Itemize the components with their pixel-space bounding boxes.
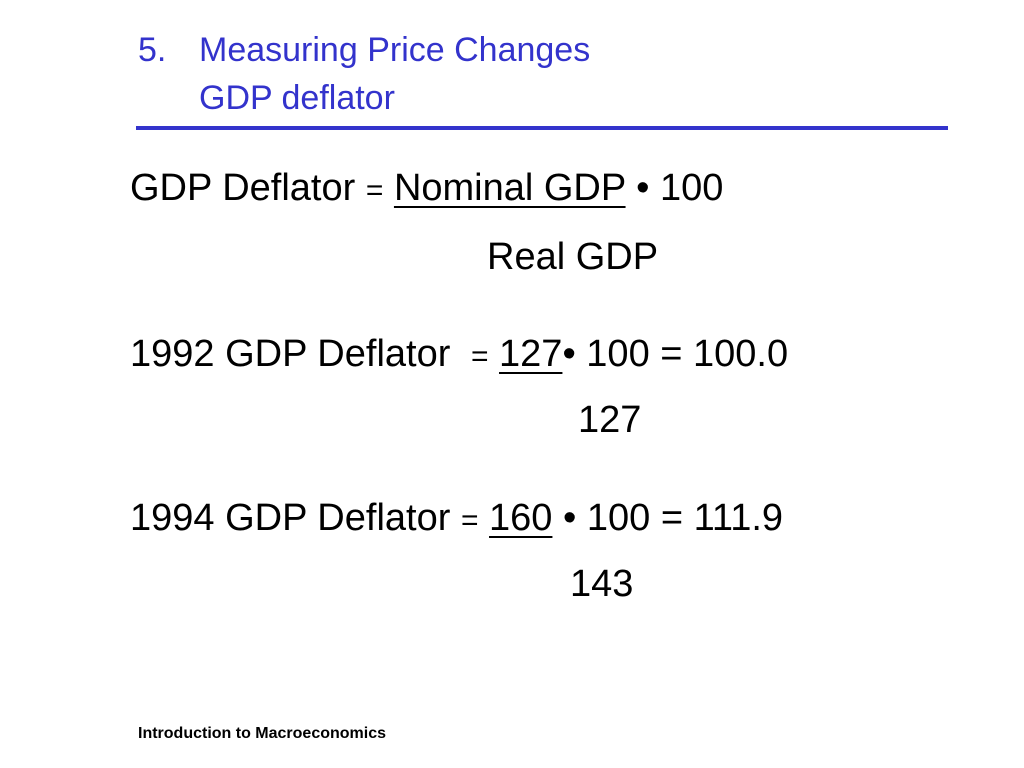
formula-1994-label: 1994 GDP Deflator (130, 497, 451, 539)
formula-general-numerator: Nominal GDP (393, 167, 626, 209)
formula-1994-numerator-line: 1994 GDP Deflator = 160 • 100 = 111.9 (130, 496, 783, 543)
footer-course-title: Introduction to Macroeconomics (138, 725, 387, 742)
formula-1992-equals: = (470, 340, 489, 373)
formula-1994-result: • 100 = 111.9 (552, 497, 784, 539)
formula-1994-numerator: 160 (489, 497, 553, 539)
formula-general-denominator: Real GDP (487, 236, 659, 278)
formula-1992-result: • 100 = 100.0 (562, 333, 789, 375)
formula-general-multiplier: • 100 (625, 167, 724, 209)
formula-general-numerator-line: GDP Deflator = Nominal GDP • 100 (130, 166, 723, 213)
formula-1994-equals: = (460, 504, 479, 537)
title-divider (136, 126, 948, 130)
formula-1994-denominator: 143 (570, 563, 634, 605)
title-line-2: GDP deflator (199, 79, 395, 117)
formula-general-label: GDP Deflator (130, 167, 356, 209)
title-line-1: Measuring Price Changes (199, 31, 591, 69)
formula-1992-denominator: 127 (578, 399, 642, 441)
formula-1992-numerator: 127 (499, 333, 563, 375)
title-number: 5. (138, 31, 167, 69)
formula-1992-label: 1992 GDP Deflator (130, 333, 451, 375)
formula-1992-numerator-line: 1992 GDP Deflator = 127• 100 = 100.0 (130, 332, 788, 379)
formula-general-equals: = (365, 174, 384, 207)
